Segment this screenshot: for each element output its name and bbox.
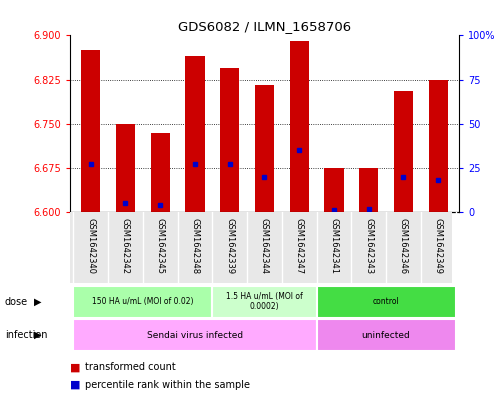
Text: infection: infection [5, 330, 47, 340]
FancyBboxPatch shape [73, 286, 213, 318]
Text: Sendai virus infected: Sendai virus infected [147, 331, 243, 340]
Text: GSM1642341: GSM1642341 [329, 218, 338, 274]
FancyBboxPatch shape [73, 319, 316, 351]
Title: GDS6082 / ILMN_1658706: GDS6082 / ILMN_1658706 [178, 20, 351, 33]
Bar [151, 132, 170, 212]
Text: ▶: ▶ [33, 330, 41, 340]
Text: control: control [373, 297, 400, 306]
Bar [220, 68, 240, 212]
Text: GSM1642347: GSM1642347 [295, 218, 304, 274]
Text: transformed count: transformed count [85, 362, 176, 373]
Text: GSM1642339: GSM1642339 [225, 218, 234, 274]
FancyBboxPatch shape [213, 286, 316, 318]
Text: GSM1642348: GSM1642348 [191, 218, 200, 274]
Text: GSM1642343: GSM1642343 [364, 218, 373, 274]
Text: dose: dose [5, 297, 28, 307]
Bar [289, 41, 309, 212]
Text: GSM1642344: GSM1642344 [260, 218, 269, 274]
Text: ■: ■ [70, 380, 80, 390]
Text: 150 HA u/mL (MOI of 0.02): 150 HA u/mL (MOI of 0.02) [92, 297, 194, 306]
Bar [81, 50, 100, 212]
Bar [324, 168, 343, 212]
Text: 1.5 HA u/mL (MOI of
0.0002): 1.5 HA u/mL (MOI of 0.0002) [226, 292, 303, 311]
Text: uninfected: uninfected [362, 331, 411, 340]
FancyBboxPatch shape [316, 319, 456, 351]
Text: GSM1642349: GSM1642349 [434, 218, 443, 274]
FancyBboxPatch shape [70, 212, 452, 283]
Bar [186, 56, 205, 212]
Text: GSM1642342: GSM1642342 [121, 218, 130, 274]
Bar [359, 168, 378, 212]
Bar [116, 124, 135, 212]
Bar [429, 79, 448, 212]
FancyBboxPatch shape [316, 286, 456, 318]
Text: GSM1642345: GSM1642345 [156, 218, 165, 274]
Text: percentile rank within the sample: percentile rank within the sample [85, 380, 250, 390]
Text: GSM1642340: GSM1642340 [86, 218, 95, 274]
Bar [255, 85, 274, 212]
Text: ■: ■ [70, 362, 80, 373]
Bar [394, 91, 413, 212]
Text: ▶: ▶ [33, 297, 41, 307]
Text: GSM1642346: GSM1642346 [399, 218, 408, 274]
